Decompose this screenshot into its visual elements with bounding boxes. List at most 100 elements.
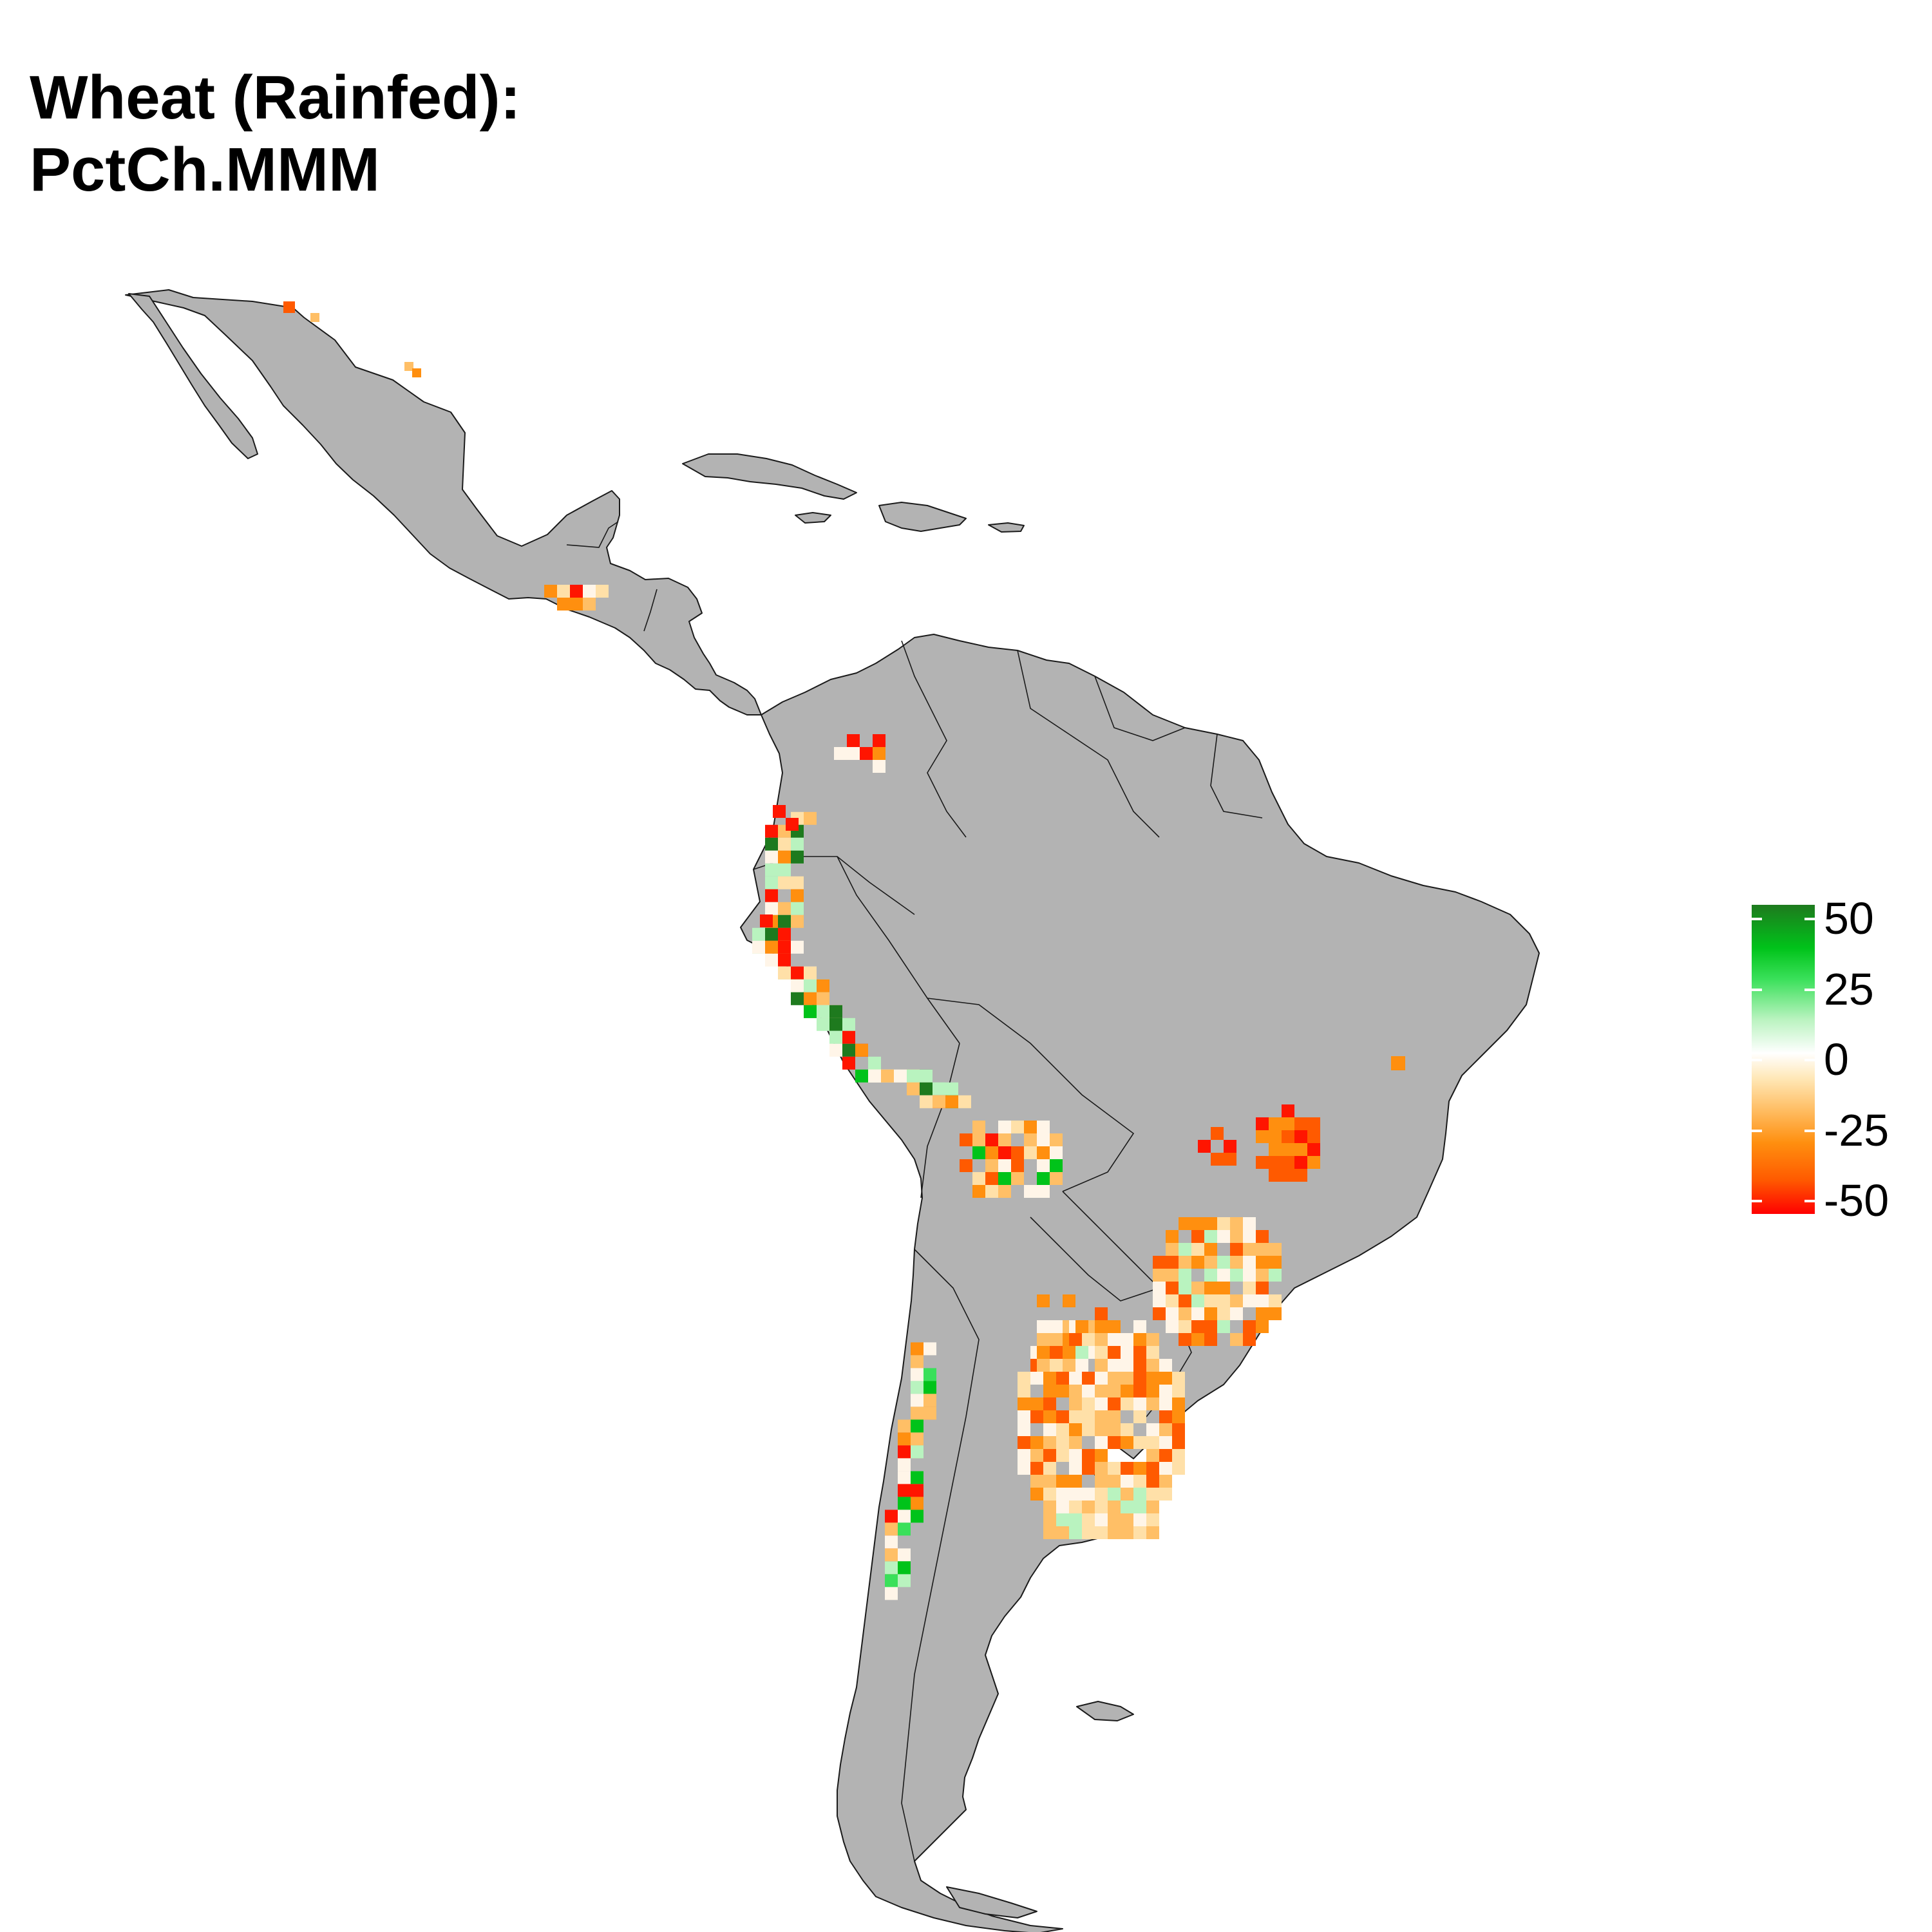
raster-cell [1082, 1372, 1095, 1385]
raster-cell [1256, 1243, 1269, 1256]
raster-cell [1282, 1169, 1294, 1182]
raster-cell [1217, 1217, 1230, 1230]
raster-cell [1030, 1397, 1043, 1410]
raster-cell [868, 1056, 881, 1070]
raster-cell [1043, 1410, 1056, 1423]
raster-cell [1095, 1320, 1108, 1333]
raster-cell [885, 1548, 898, 1562]
raster-cell [1108, 1513, 1121, 1526]
raster-cell [1095, 1501, 1108, 1513]
raster-cell [1269, 1243, 1282, 1256]
raster-cell [1243, 1294, 1256, 1307]
raster-cell [1056, 1475, 1069, 1488]
legend-tick-label: 50 [1824, 893, 1874, 943]
raster-cell [1082, 1410, 1095, 1423]
raster-cell [1256, 1256, 1269, 1269]
raster-cell [752, 940, 765, 954]
raster-cell [1018, 1423, 1030, 1436]
raster-cell [911, 1368, 923, 1381]
raster-cell [911, 1355, 923, 1368]
raster-cell [765, 889, 778, 902]
raster-cell [1108, 1397, 1121, 1410]
raster-cell [1082, 1449, 1095, 1462]
raster-cell [1153, 1307, 1166, 1320]
raster-cell [1121, 1513, 1133, 1526]
raster-cell [1133, 1346, 1146, 1359]
raster-cell [1133, 1410, 1146, 1423]
raster-cell [778, 837, 791, 851]
raster-cell [1095, 1462, 1108, 1475]
raster-cell [773, 805, 786, 818]
raster-cell [1011, 1172, 1024, 1185]
raster-cell [804, 811, 817, 825]
raster-cell [1256, 1320, 1269, 1333]
legend-tick-label: 25 [1824, 963, 1874, 1014]
raster-cell [1230, 1307, 1243, 1320]
raster-cell [972, 1185, 985, 1198]
raster-cell [1307, 1130, 1320, 1143]
legend-tick-label: -25 [1824, 1104, 1889, 1155]
raster-cell [1166, 1243, 1179, 1256]
raster-cell [1095, 1385, 1108, 1397]
raster-cell [1146, 1397, 1159, 1410]
raster-cell [1146, 1436, 1159, 1449]
raster-cell [1269, 1117, 1282, 1130]
raster-cell [1056, 1526, 1069, 1539]
raster-cell [1037, 1320, 1050, 1333]
raster-cell [310, 313, 319, 322]
raster-cell [1069, 1449, 1082, 1462]
raster-cell [1037, 1359, 1050, 1372]
raster-cell [860, 747, 873, 760]
raster-cell [817, 979, 829, 992]
raster-cell [911, 1419, 923, 1433]
raster-cell [544, 585, 557, 598]
raster-cell [1095, 1423, 1108, 1436]
raster-cell [1121, 1385, 1133, 1397]
raster-cell [1069, 1501, 1082, 1513]
raster-cell [791, 940, 804, 954]
raster-cell [1179, 1269, 1191, 1282]
raster-cell [1204, 1256, 1217, 1269]
raster-cell [834, 747, 847, 760]
raster-cell [1121, 1346, 1133, 1359]
border-line [1094, 676, 1186, 741]
raster-cell [1069, 1372, 1082, 1385]
raster-cell [1256, 1294, 1269, 1307]
raster-cell [1133, 1436, 1146, 1449]
raster-cell [1204, 1333, 1217, 1346]
raster-cell [1243, 1282, 1256, 1294]
border-line [901, 1249, 980, 1862]
raster-cell [778, 902, 791, 915]
raster-cell [1153, 1269, 1166, 1282]
raster-cell [1037, 1346, 1050, 1359]
raster-cell [923, 1368, 936, 1381]
jamaica-land [795, 512, 831, 524]
raster-cell [404, 362, 413, 371]
baja-california-land [128, 293, 258, 459]
raster-cell [1294, 1169, 1307, 1182]
raster-cell [1108, 1333, 1121, 1346]
raster-cell [1037, 1185, 1050, 1198]
legend-tick-label: -50 [1824, 1175, 1889, 1226]
raster-cell [1159, 1475, 1172, 1488]
raster-cell [778, 850, 791, 864]
raster-cell [765, 850, 778, 864]
raster-cell [1172, 1372, 1185, 1385]
raster-cell [1269, 1307, 1282, 1320]
raster-cell [1204, 1320, 1217, 1333]
raster-cell [1108, 1346, 1121, 1359]
raster-cell [1179, 1333, 1191, 1346]
raster-cell [1030, 1449, 1043, 1462]
raster-cell [920, 1069, 933, 1083]
raster-cell [998, 1133, 1011, 1146]
raster-cell [1172, 1385, 1185, 1397]
puerto-rico-land [988, 522, 1025, 533]
raster-cell [842, 1043, 855, 1057]
raster-cell [945, 1095, 958, 1108]
raster-cell [898, 1419, 911, 1433]
raster-cell [1166, 1320, 1179, 1333]
raster-cell [1056, 1385, 1069, 1397]
raster-cell [1172, 1462, 1185, 1475]
raster-cell [1024, 1185, 1037, 1198]
raster-cell [791, 876, 804, 889]
